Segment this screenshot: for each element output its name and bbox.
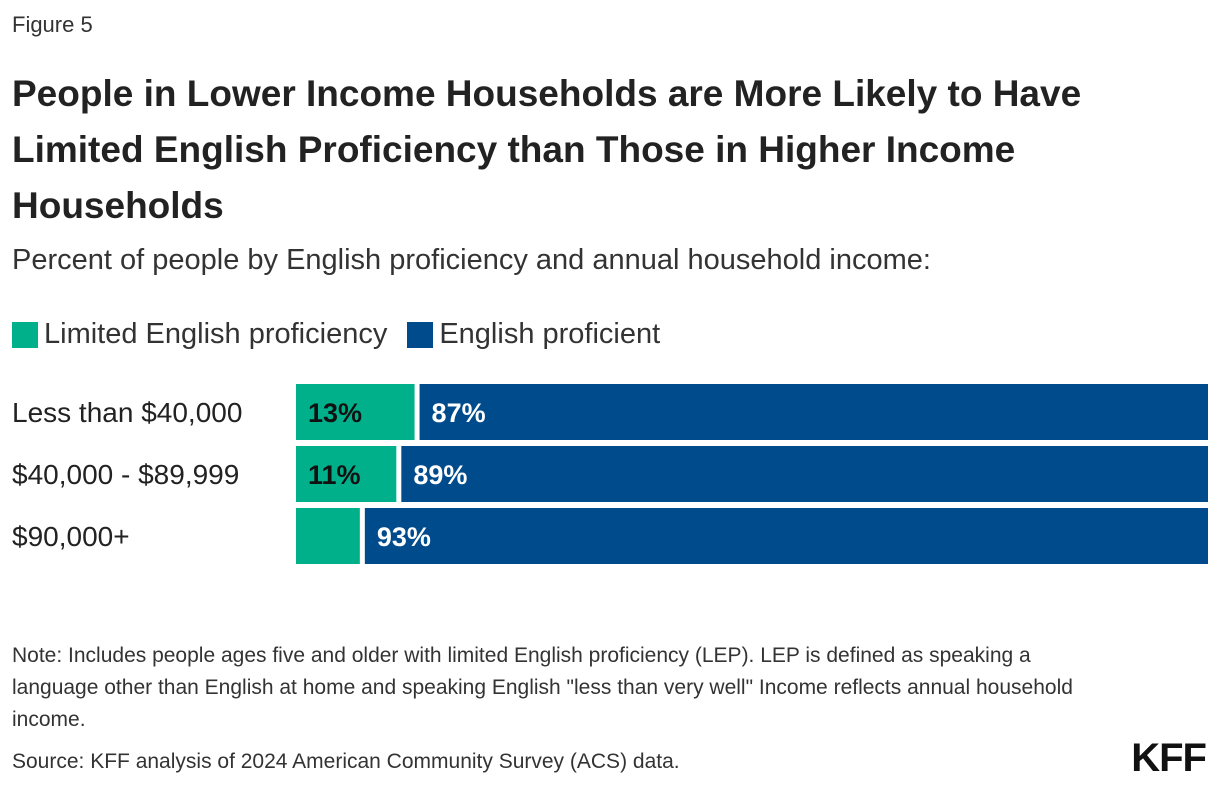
- chart-note: Note: Includes people ages five and olde…: [12, 644, 1073, 731]
- data-label-proficient: 89%: [413, 460, 467, 490]
- chart-source: Source: KFF analysis of 2024 American Co…: [12, 750, 680, 773]
- legend-item-proficient: English proficient: [407, 318, 660, 351]
- legend-swatch-proficient: [407, 321, 434, 348]
- legend: Limited English proficiency English prof…: [12, 318, 680, 351]
- bar-lep: [296, 446, 397, 502]
- legend-swatch-lep: [12, 321, 38, 348]
- category-label: Less than $40,000: [12, 397, 242, 428]
- category-label: $40,000 - $89,999: [12, 459, 239, 490]
- kff-logo: KFF: [1131, 736, 1207, 780]
- legend-label-lep: Limited English proficiency: [44, 318, 388, 350]
- data-label-lep: 11%: [308, 460, 361, 490]
- bar-lep: [296, 384, 415, 440]
- chart-title: People in Lower Income Households are Mo…: [12, 73, 1082, 226]
- legend-label-proficient: English proficient: [439, 318, 661, 350]
- bar-proficient: [419, 384, 1208, 440]
- bar-lep: [296, 508, 360, 564]
- bar-proficient: [401, 446, 1208, 502]
- figure-label: Figure 5: [12, 12, 93, 37]
- category-label: $90,000+: [12, 521, 130, 552]
- bar-proficient: [364, 508, 1209, 564]
- data-label-proficient: 93%: [377, 522, 431, 552]
- legend-item-lep: Limited English proficiency: [12, 318, 387, 351]
- data-label-proficient: 87%: [432, 398, 486, 428]
- chart-subtitle: Percent of people by English proficiency…: [12, 244, 931, 276]
- bar-chart: Less than $40,000 13% 87% $40,000 - $89,999…: [12, 384, 1209, 564]
- data-label-lep: 13%: [308, 398, 362, 428]
